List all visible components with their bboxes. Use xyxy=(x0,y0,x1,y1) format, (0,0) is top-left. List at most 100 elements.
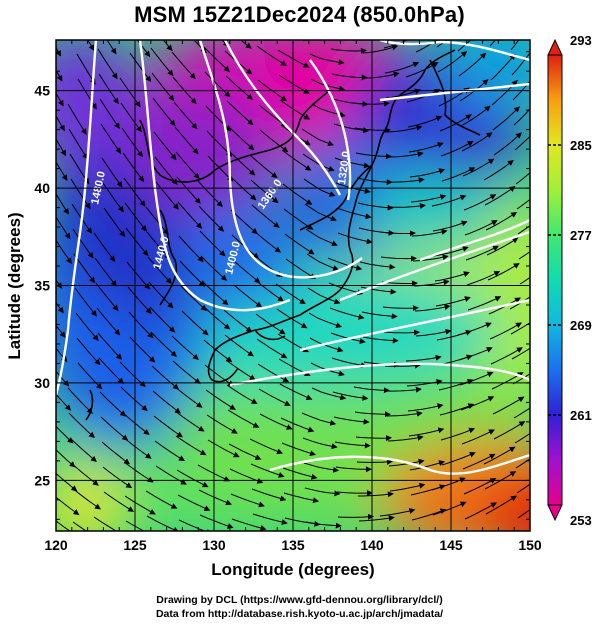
streamline xyxy=(309,20,343,26)
streamline xyxy=(231,518,267,531)
streamline xyxy=(197,464,231,482)
streamline xyxy=(153,415,183,438)
streamline xyxy=(512,80,530,101)
streamline xyxy=(468,0,491,26)
streamline xyxy=(16,414,40,440)
x-tick-label: 140 xyxy=(360,537,384,553)
streamline xyxy=(357,202,394,211)
streamline xyxy=(227,125,255,151)
streamline xyxy=(259,129,289,153)
contour-1400 xyxy=(198,40,363,279)
streamline xyxy=(121,127,143,158)
streamline xyxy=(383,8,415,23)
streamline xyxy=(119,77,141,108)
streamline xyxy=(302,437,338,450)
streamline xyxy=(154,156,178,185)
streamline xyxy=(516,483,530,494)
y-tick-label: 40 xyxy=(34,180,50,196)
coastlines xyxy=(85,49,481,421)
streamline xyxy=(197,180,223,207)
streamline xyxy=(230,493,265,508)
streamline xyxy=(95,282,119,312)
streamline xyxy=(281,442,316,457)
streamline xyxy=(331,73,368,81)
streamline xyxy=(384,362,421,369)
streamline xyxy=(409,460,445,471)
streamline xyxy=(486,237,519,256)
colorbar-ramp xyxy=(547,54,563,506)
streamline xyxy=(103,207,126,238)
streamline xyxy=(511,347,530,360)
contour-1360 xyxy=(223,40,342,196)
streamline xyxy=(147,256,172,284)
streamline xyxy=(252,513,288,525)
streamline xyxy=(99,391,127,417)
streamline xyxy=(493,421,526,440)
y-tick-label: 45 xyxy=(34,83,50,99)
streamline xyxy=(334,157,370,169)
streamline xyxy=(150,331,177,357)
streamline xyxy=(382,305,419,312)
streamline xyxy=(305,228,338,247)
streamline xyxy=(359,261,396,270)
streamline xyxy=(175,435,207,456)
streamline xyxy=(333,123,370,134)
streamline xyxy=(68,128,88,160)
streamline xyxy=(23,314,43,342)
streamline xyxy=(484,186,516,206)
wind-streamlines xyxy=(16,0,530,536)
streamline xyxy=(489,322,522,340)
streamline xyxy=(513,407,530,419)
streamline xyxy=(512,373,530,385)
streamline xyxy=(379,230,416,237)
streamline xyxy=(26,389,49,415)
streamline xyxy=(436,0,462,22)
colorbar-tick-label: 285 xyxy=(570,138,592,153)
streamline xyxy=(337,232,373,245)
streamline xyxy=(439,403,475,416)
streamline xyxy=(226,100,254,126)
streamline xyxy=(358,515,395,522)
streamline xyxy=(410,194,447,203)
streamline xyxy=(275,283,306,305)
streamline xyxy=(56,496,80,516)
streamline xyxy=(20,514,47,536)
streamline xyxy=(125,227,149,257)
streamline xyxy=(463,194,497,211)
streamline xyxy=(250,463,285,478)
streamline xyxy=(279,99,311,120)
streamline xyxy=(155,465,187,485)
streamline xyxy=(122,152,145,183)
streamline xyxy=(380,255,417,262)
streamline xyxy=(68,412,95,438)
streamline xyxy=(224,334,254,357)
streamline xyxy=(155,181,179,210)
streamline xyxy=(483,446,516,465)
lat-lon-grid xyxy=(56,40,530,531)
streamline xyxy=(385,88,421,99)
streamline xyxy=(153,131,177,161)
streamline xyxy=(408,427,445,437)
colorbar-tick-label: 269 xyxy=(570,318,592,333)
streamline xyxy=(181,310,209,336)
streamline xyxy=(330,23,365,25)
streamline xyxy=(198,489,232,506)
streamline xyxy=(232,259,261,284)
streamline xyxy=(101,157,123,188)
streamline xyxy=(106,40,117,55)
streamline xyxy=(405,354,442,362)
streamline xyxy=(408,142,444,153)
map-figure: 1480.0 1440.0 1400.0 1360.0 1320.0 120 12… xyxy=(5,0,592,579)
streamline xyxy=(355,435,392,442)
x-axis-label: Longitude (degrees) xyxy=(211,560,374,579)
streamline xyxy=(17,155,34,186)
streamline xyxy=(362,19,396,29)
streamline xyxy=(171,335,199,360)
streamline xyxy=(252,229,281,253)
streamline xyxy=(411,229,448,237)
colorbar-top-arrow xyxy=(547,38,563,56)
streamline xyxy=(305,521,342,529)
streamline xyxy=(361,311,398,320)
streamline xyxy=(67,387,93,415)
streamline xyxy=(233,284,263,308)
